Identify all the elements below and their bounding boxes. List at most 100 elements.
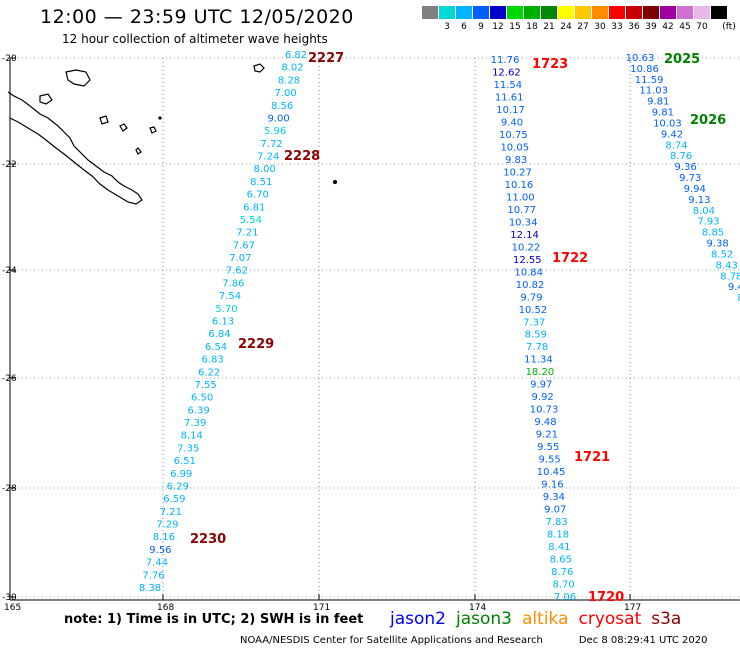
lon-label: 165 xyxy=(4,603,21,613)
swh-value: 8.74 xyxy=(665,140,687,151)
swh-value: 8.14 xyxy=(181,431,203,442)
color-swatch xyxy=(473,6,489,19)
swh-value: 6.22 xyxy=(198,367,220,378)
tracks: 6.82 8.028.28 7.00 8.569.00 5.96 7.72 7.248.00… xyxy=(139,50,740,605)
swh-value: 7.78 xyxy=(526,342,548,353)
swh-value: 8.04 xyxy=(693,206,715,217)
swh-value: 8.16 xyxy=(153,532,175,543)
gridlines xyxy=(9,57,740,601)
swh-value: 8.76 xyxy=(551,567,573,578)
swh-value: 6.83 xyxy=(201,355,223,366)
pass-time-label: 2026 xyxy=(690,113,726,128)
swh-value: 9.83 xyxy=(505,155,527,166)
swh-value: 8.56 xyxy=(271,101,293,112)
swh-value: 7.35 xyxy=(177,443,199,454)
page-title: 12:00 — 23:59 UTC 12/05/2020 xyxy=(40,6,354,28)
swh-value: 9.00 xyxy=(267,113,289,124)
swh-value: 11.61 xyxy=(495,92,524,103)
swh-value: 10.86 xyxy=(630,64,659,75)
swh-value: 7.00 xyxy=(274,88,296,99)
swh-value: 6.51 xyxy=(174,456,196,467)
swh-value: 8.43 xyxy=(716,260,738,271)
color-scale-label: 24 xyxy=(560,22,572,32)
swh-value: 9.81 xyxy=(652,108,674,119)
swh-value: 8.02 xyxy=(281,63,303,74)
swh-value: 9.94 xyxy=(684,184,706,195)
swh-value: 9.4 xyxy=(728,282,740,293)
swh-value: 5.96 xyxy=(264,126,286,137)
swh-value: 9.73 xyxy=(679,173,701,184)
swh-value: 10.82 xyxy=(516,280,545,291)
color-scale-label: 9 xyxy=(478,22,484,32)
swh-value: 6.70 xyxy=(247,190,269,201)
color-swatch xyxy=(507,6,523,19)
swh-value: 10.16 xyxy=(505,180,534,191)
swh-value: 8.70 xyxy=(552,580,574,591)
swh-value: 8.41 xyxy=(548,542,570,553)
swh-value: 7.67 xyxy=(233,240,255,251)
color-scale-label: 39 xyxy=(645,22,657,32)
swh-value: 10.34 xyxy=(509,217,538,228)
swh-value: 6.29 xyxy=(167,481,189,492)
swh-value: 7.29 xyxy=(156,520,178,531)
swh-value: 9.13 xyxy=(688,195,710,206)
mission-label: altika xyxy=(522,609,569,629)
swh-value: 8.78 xyxy=(720,271,740,282)
swh-value: 10.84 xyxy=(514,267,543,278)
swh-value: 11.34 xyxy=(524,355,553,366)
mission-label: jason3 xyxy=(456,609,512,629)
swh-value: 6.50 xyxy=(191,393,213,404)
swh-value: 9.56 xyxy=(149,545,171,556)
swh-value: 9.97 xyxy=(530,380,552,391)
swh-value: 12.62 xyxy=(492,67,521,78)
swh-value: 7.55 xyxy=(194,380,216,391)
swh-value: 7.39 xyxy=(184,418,206,429)
swh-value: 9.55 xyxy=(539,455,561,466)
swh-value: 8.38 xyxy=(139,583,161,594)
swh-value: 6.13 xyxy=(212,317,234,328)
lon-label: 168 xyxy=(157,603,174,613)
mission-label: cryosat xyxy=(578,609,642,629)
swh-value: 6.82 xyxy=(285,50,307,61)
lat-label: -26 xyxy=(2,374,17,384)
swh-value: 11.59 xyxy=(635,75,664,86)
pass-time-label: 2227 xyxy=(308,51,344,66)
lon-label: 174 xyxy=(469,603,486,613)
swh-value: 9.48 xyxy=(534,417,556,428)
swh-value: 6.81 xyxy=(243,202,265,213)
swh-value: 5.70 xyxy=(215,304,237,315)
swh-value: 7.72 xyxy=(261,139,283,150)
pass-time-label: 2229 xyxy=(238,337,274,352)
color-swatch xyxy=(575,6,591,19)
lat-label: -24 xyxy=(2,266,17,276)
pass-time-label: 1723 xyxy=(532,57,568,72)
swh-value: 9.92 xyxy=(532,392,554,403)
swh-value: 11.00 xyxy=(506,192,535,203)
color-scale-label: 18 xyxy=(526,22,538,32)
color-swatch xyxy=(592,6,608,19)
swh-value: 9.36 xyxy=(675,162,697,173)
coastline xyxy=(7,63,338,205)
mission-legend: jason2 jason3 altika cryosat s3a xyxy=(390,609,691,629)
swh-value: 7.76 xyxy=(142,570,164,581)
color-swatch xyxy=(677,6,693,19)
page-subtitle: 12 hour collection of altimeter wave hei… xyxy=(62,32,328,46)
swh-value: 10.03 xyxy=(653,118,682,129)
swh-value: 7.93 xyxy=(697,217,719,228)
swh-value: 12.14 xyxy=(510,230,539,241)
swh-value: 8.65 xyxy=(550,555,572,566)
swh-value: 11.54 xyxy=(493,80,522,91)
pass-time-label: 1721 xyxy=(574,450,610,465)
swh-value: 10.05 xyxy=(500,142,529,153)
color-swatch xyxy=(541,6,557,19)
pass-time-label: 1720 xyxy=(588,590,624,605)
color-swatch xyxy=(456,6,472,19)
swh-value: 5.54 xyxy=(240,215,262,226)
swh-value: 10.22 xyxy=(512,242,541,253)
swh-value: 9.55 xyxy=(537,442,559,453)
pass-time-label: 2228 xyxy=(284,149,320,164)
swh-value: 9.40 xyxy=(501,117,523,128)
swh-value: 10.75 xyxy=(499,130,528,141)
swh-value: 8.00 xyxy=(254,164,276,175)
swh-value: 8.85 xyxy=(702,228,724,239)
